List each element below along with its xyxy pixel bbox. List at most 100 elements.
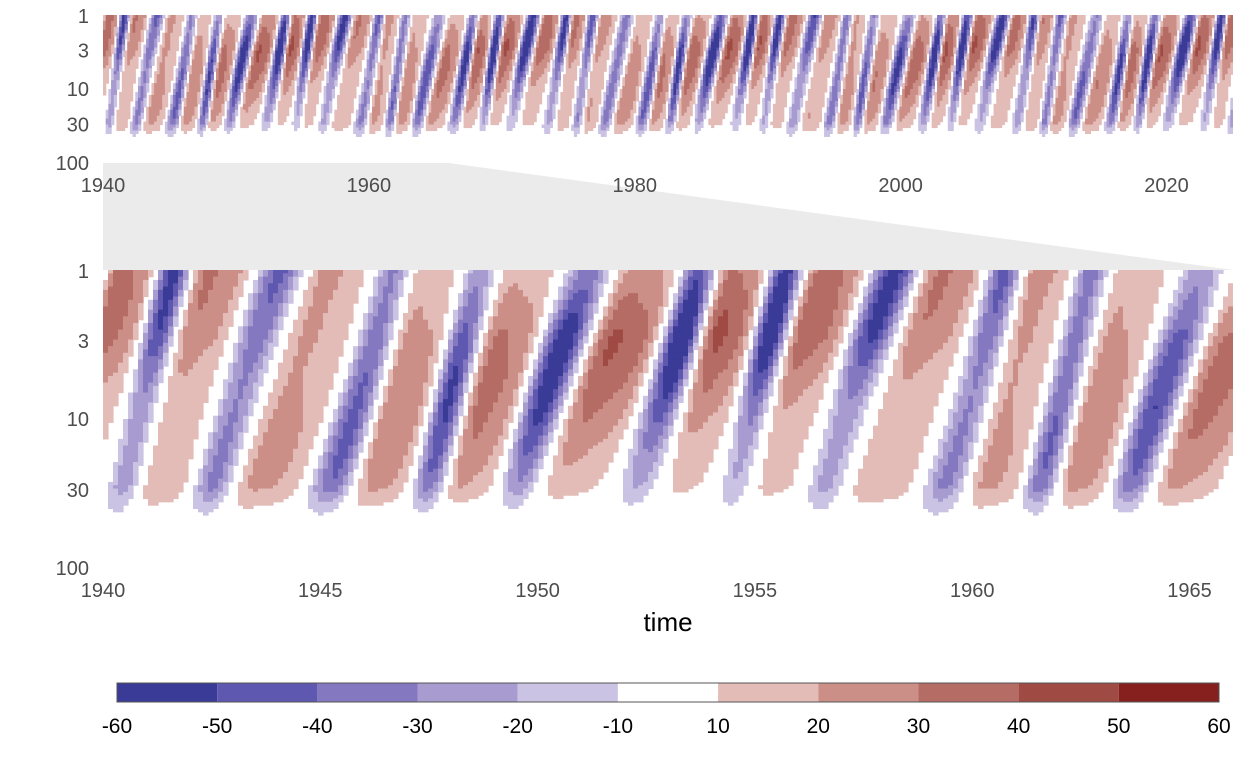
heatmap-cell — [229, 41, 233, 46]
heatmap-cell — [234, 68, 239, 72]
heatmap-cell — [237, 59, 241, 63]
heatmap-cell — [431, 32, 435, 37]
heatmap-cell — [363, 23, 368, 28]
heatmap-cell — [229, 124, 233, 129]
heatmap-cell — [436, 124, 440, 129]
heatmap-cell — [267, 94, 271, 99]
heatmap-cell — [385, 20, 389, 25]
heatmap-cell — [468, 74, 473, 78]
heatmap-cell — [345, 91, 349, 96]
heatmap-cell — [108, 130, 112, 134]
heatmap-cell — [291, 38, 295, 43]
heatmap-cell — [358, 41, 362, 46]
heatmap-cell — [304, 29, 309, 34]
heatmap-cell — [374, 86, 379, 90]
heatmap-cell — [280, 103, 284, 108]
heatmap-cell — [213, 59, 217, 63]
heatmap-cell — [339, 26, 344, 31]
heatmap-cell — [466, 17, 470, 22]
heatmap-cell — [503, 50, 508, 55]
heatmap-cell — [167, 86, 171, 90]
heatmap-cell — [111, 15, 115, 19]
heatmap-cell — [210, 106, 214, 111]
heatmap-cell — [382, 41, 387, 46]
heatmap-cell — [460, 59, 465, 63]
heatmap-cell — [404, 15, 408, 19]
heatmap-cell — [320, 59, 325, 63]
heatmap-cell — [431, 103, 435, 108]
heatmap-cell — [296, 77, 301, 81]
heatmap-cell — [275, 80, 279, 84]
heatmap-cell — [170, 68, 174, 72]
heatmap-cell — [143, 77, 147, 81]
heatmap-cell — [283, 29, 287, 34]
heatmap-cell — [224, 26, 228, 31]
heatmap-cell — [423, 56, 427, 60]
heatmap-cell — [283, 89, 287, 93]
heatmap-cell — [490, 47, 494, 52]
heatmap-cell — [250, 106, 255, 111]
heatmap-cell — [501, 56, 505, 60]
heatmap-cell — [482, 17, 486, 22]
heatmap-cell — [127, 80, 131, 84]
heatmap-cell — [210, 53, 214, 58]
heatmap-cell — [355, 127, 360, 132]
heatmap-cell — [423, 23, 427, 28]
heatmap-cell — [495, 121, 500, 126]
heatmap-cell — [162, 56, 166, 60]
heatmap-cell — [347, 91, 352, 96]
heatmap-cell — [382, 35, 387, 40]
heatmap-cell — [234, 62, 239, 66]
heatmap-cell — [525, 56, 529, 60]
heatmap-cell — [132, 121, 136, 126]
heatmap-cell — [194, 68, 198, 72]
heatmap-cell — [474, 41, 478, 46]
heatmap-cell — [431, 100, 435, 105]
heatmap-cell — [218, 106, 222, 111]
heatmap-cell — [425, 56, 430, 60]
heatmap-cell — [388, 71, 392, 75]
heatmap-cell — [428, 80, 432, 84]
heatmap-cell — [366, 32, 370, 37]
heatmap-cell — [436, 23, 440, 28]
heatmap-cell — [302, 17, 306, 22]
heatmap-cell — [216, 91, 220, 96]
heatmap-cell — [248, 32, 252, 37]
heatmap-cell — [517, 32, 521, 37]
heatmap-cell — [380, 77, 384, 81]
heatmap-cell — [167, 130, 171, 134]
heatmap-cell — [450, 41, 454, 46]
heatmap-cell — [398, 121, 403, 126]
heatmap-cell — [511, 80, 516, 84]
heatmap-cell — [151, 100, 155, 105]
heatmap-cell — [390, 106, 395, 111]
heatmap-cell — [259, 17, 263, 22]
heatmap-cell — [385, 130, 389, 134]
heatmap-cell — [140, 29, 144, 34]
heatmap-cell — [170, 15, 174, 19]
heatmap-cell — [151, 53, 155, 58]
heatmap-cell — [412, 29, 416, 34]
heatmap-cell — [285, 77, 290, 81]
heatmap-cell — [183, 127, 188, 132]
heatmap-cell — [493, 65, 497, 69]
heatmap-cell — [277, 118, 282, 123]
heatmap-cell — [476, 71, 481, 75]
heatmap-cell — [213, 17, 217, 22]
heatmap-cell — [253, 68, 257, 72]
heatmap-cell — [339, 91, 344, 96]
heatmap-cell — [216, 65, 220, 69]
heatmap-cell — [423, 80, 427, 84]
heatmap-cell — [503, 44, 508, 49]
heatmap-cell — [294, 106, 298, 111]
heatmap-cell — [224, 65, 228, 69]
heatmap-cell — [197, 32, 201, 37]
heatmap-cell — [358, 65, 362, 69]
heatmap-cell — [113, 50, 118, 55]
heatmap-cell — [140, 17, 144, 22]
heatmap-cell — [347, 77, 352, 81]
heatmap-cell — [146, 71, 150, 75]
heatmap-cell — [232, 121, 236, 126]
heatmap-cell — [148, 68, 153, 72]
heatmap-cell — [372, 56, 376, 60]
